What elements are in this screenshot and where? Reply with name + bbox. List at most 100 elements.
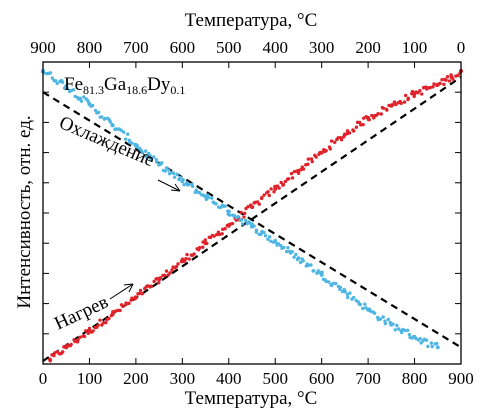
data-point [399, 330, 404, 335]
data-point [190, 184, 195, 189]
data-point [329, 139, 334, 143]
data-point [192, 252, 196, 256]
data-point [103, 116, 107, 121]
data-point [91, 329, 95, 333]
data-point [290, 176, 295, 180]
data-point [430, 344, 434, 349]
data-point [418, 88, 422, 93]
data-point [182, 182, 186, 187]
data-point [286, 246, 290, 250]
data-point [180, 259, 185, 264]
data-point [366, 307, 371, 312]
data-point [420, 92, 424, 96]
data-point [78, 335, 82, 339]
data-point [210, 196, 214, 200]
x-tick-label: 400 [216, 369, 242, 388]
data-point [298, 260, 303, 265]
data-point [403, 328, 407, 333]
data-point [187, 257, 191, 261]
data-point [319, 150, 324, 155]
data-point [214, 202, 218, 206]
data-points [40, 69, 463, 363]
x2-tick-label: 500 [216, 38, 242, 57]
data-point [76, 337, 80, 342]
data-point [149, 158, 153, 162]
data-point [79, 99, 84, 103]
data-point [118, 308, 122, 313]
data-point [201, 245, 205, 249]
data-point [445, 75, 450, 79]
data-point [250, 224, 254, 229]
data-point [73, 339, 77, 344]
data-point [334, 281, 338, 286]
data-point [127, 301, 131, 306]
data-point [164, 269, 169, 273]
data-point [52, 353, 56, 358]
data-point [342, 289, 347, 294]
data-point [272, 190, 276, 194]
data-point [333, 140, 337, 144]
heating-arrow [109, 283, 134, 300]
data-point [339, 138, 344, 142]
data-point [348, 291, 352, 295]
data-point [78, 96, 82, 101]
x2-tick-label: 400 [262, 38, 288, 57]
data-point [306, 157, 311, 161]
x-tick-label: 0 [39, 369, 48, 388]
data-point [242, 215, 246, 219]
data-point [314, 155, 318, 159]
data-point [167, 168, 171, 172]
data-point [96, 323, 100, 327]
data-point [381, 106, 386, 110]
data-point [354, 125, 359, 129]
data-point [250, 204, 254, 209]
data-point [406, 328, 410, 333]
data-point [289, 171, 294, 176]
data-point [393, 328, 397, 332]
data-point [363, 302, 367, 306]
x-tick-label: 800 [402, 369, 428, 388]
data-point [228, 213, 232, 217]
data-point [82, 334, 87, 339]
data-point [273, 239, 278, 244]
data-point [287, 177, 291, 181]
data-point [144, 154, 148, 159]
cooling-arrowhead [170, 183, 181, 192]
data-point [140, 151, 145, 155]
data-point [101, 321, 105, 325]
data-point [107, 316, 111, 321]
data-point [449, 75, 454, 80]
data-point [282, 245, 286, 250]
data-point [324, 148, 328, 153]
data-point [389, 103, 394, 108]
x-tick-label: 900 [448, 369, 474, 388]
y-axis-title: Интенсивность, отн. ед. [14, 115, 35, 308]
data-point [306, 263, 310, 268]
data-point [395, 323, 399, 328]
data-point [381, 315, 385, 319]
data-point [386, 317, 390, 322]
data-point [203, 194, 208, 199]
data-point [236, 214, 240, 219]
data-point [240, 222, 245, 226]
data-point [175, 172, 180, 177]
data-point [306, 162, 310, 166]
x-tick-label: 700 [355, 369, 381, 388]
series-heating [47, 69, 463, 363]
data-point [152, 279, 156, 284]
data-point [431, 85, 435, 89]
data-point [403, 93, 408, 98]
data-point [53, 351, 57, 355]
data-point [412, 91, 417, 96]
data-point [281, 182, 286, 187]
data-point [170, 268, 174, 272]
data-point [87, 328, 92, 333]
data-point [226, 209, 231, 214]
data-point [269, 239, 273, 243]
data-point [296, 168, 301, 173]
data-point [172, 175, 177, 179]
data-point [372, 311, 377, 315]
data-point [345, 295, 350, 300]
data-point [203, 238, 207, 242]
